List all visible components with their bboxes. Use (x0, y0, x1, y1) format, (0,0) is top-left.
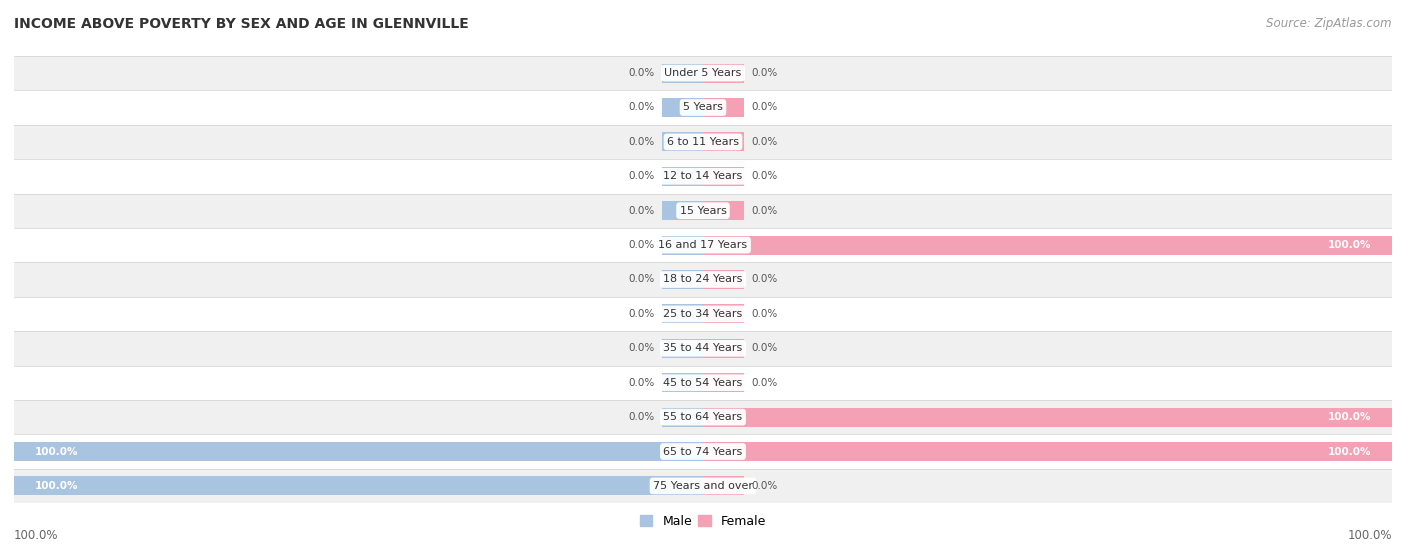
Text: Under 5 Years: Under 5 Years (665, 68, 741, 78)
Text: 0.0%: 0.0% (628, 171, 655, 181)
Text: 25 to 34 Years: 25 to 34 Years (664, 309, 742, 319)
Bar (662, 64, 703, 83)
Text: 0.0%: 0.0% (628, 412, 655, 422)
Bar (14, 125, 1392, 159)
Text: 100.0%: 100.0% (1327, 240, 1371, 250)
Bar (662, 132, 703, 151)
Bar (662, 98, 703, 117)
Bar (703, 305, 744, 323)
Text: 0.0%: 0.0% (751, 68, 778, 78)
Bar (14, 434, 1392, 468)
Bar (662, 305, 703, 323)
Bar (662, 201, 703, 220)
Bar (703, 98, 744, 117)
Text: 0.0%: 0.0% (751, 378, 778, 388)
Text: 0.0%: 0.0% (628, 102, 655, 112)
Text: 100.0%: 100.0% (1347, 529, 1392, 542)
Bar (703, 339, 744, 358)
Bar (14, 476, 703, 495)
Text: 15 Years: 15 Years (679, 206, 727, 216)
Text: 0.0%: 0.0% (628, 137, 655, 147)
Text: 6 to 11 Years: 6 to 11 Years (666, 137, 740, 147)
Bar (14, 468, 1392, 503)
Text: 75 Years and over: 75 Years and over (652, 481, 754, 491)
Bar (662, 373, 703, 392)
Bar (703, 132, 744, 151)
Bar (703, 373, 744, 392)
Bar (703, 270, 744, 289)
Bar (14, 297, 1392, 331)
Text: 55 to 64 Years: 55 to 64 Years (664, 412, 742, 422)
Text: 0.0%: 0.0% (751, 309, 778, 319)
Text: 0.0%: 0.0% (628, 240, 655, 250)
Text: 100.0%: 100.0% (35, 481, 79, 491)
Text: 0.0%: 0.0% (751, 206, 778, 216)
Bar (14, 262, 1392, 297)
Bar (703, 64, 744, 83)
Bar (703, 201, 744, 220)
Bar (662, 167, 703, 186)
Text: 0.0%: 0.0% (751, 343, 778, 353)
Text: 0.0%: 0.0% (751, 102, 778, 112)
Text: 65 to 74 Years: 65 to 74 Years (664, 447, 742, 457)
Bar (703, 476, 744, 495)
Text: 0.0%: 0.0% (628, 309, 655, 319)
Bar (14, 228, 1392, 262)
Text: 100.0%: 100.0% (35, 447, 79, 457)
Text: 0.0%: 0.0% (751, 171, 778, 181)
Text: 0.0%: 0.0% (628, 343, 655, 353)
Text: 100.0%: 100.0% (1327, 447, 1371, 457)
Text: 100.0%: 100.0% (14, 529, 59, 542)
Bar (662, 236, 703, 254)
Text: Source: ZipAtlas.com: Source: ZipAtlas.com (1267, 17, 1392, 30)
Bar (14, 193, 1392, 228)
Bar (14, 400, 1392, 434)
Bar (703, 236, 1392, 254)
Text: 5 Years: 5 Years (683, 102, 723, 112)
Text: 35 to 44 Years: 35 to 44 Years (664, 343, 742, 353)
Text: 0.0%: 0.0% (628, 274, 655, 285)
Bar (14, 366, 1392, 400)
Text: 0.0%: 0.0% (628, 206, 655, 216)
Text: 100.0%: 100.0% (1327, 412, 1371, 422)
Bar (14, 56, 1392, 91)
Bar (14, 331, 1392, 366)
Bar (703, 167, 744, 186)
Text: 12 to 14 Years: 12 to 14 Years (664, 171, 742, 181)
Text: 45 to 54 Years: 45 to 54 Years (664, 378, 742, 388)
Text: 18 to 24 Years: 18 to 24 Years (664, 274, 742, 285)
Legend: Male, Female: Male, Female (636, 510, 770, 533)
Bar (662, 270, 703, 289)
Text: 16 and 17 Years: 16 and 17 Years (658, 240, 748, 250)
Bar (662, 339, 703, 358)
Bar (703, 408, 1392, 427)
Bar (703, 442, 1392, 461)
Text: INCOME ABOVE POVERTY BY SEX AND AGE IN GLENNVILLE: INCOME ABOVE POVERTY BY SEX AND AGE IN G… (14, 17, 468, 31)
Bar (662, 408, 703, 427)
Text: 0.0%: 0.0% (751, 137, 778, 147)
Bar (14, 442, 703, 461)
Bar (14, 159, 1392, 193)
Bar (14, 91, 1392, 125)
Text: 0.0%: 0.0% (751, 274, 778, 285)
Text: 0.0%: 0.0% (628, 378, 655, 388)
Text: 0.0%: 0.0% (628, 68, 655, 78)
Text: 0.0%: 0.0% (751, 481, 778, 491)
